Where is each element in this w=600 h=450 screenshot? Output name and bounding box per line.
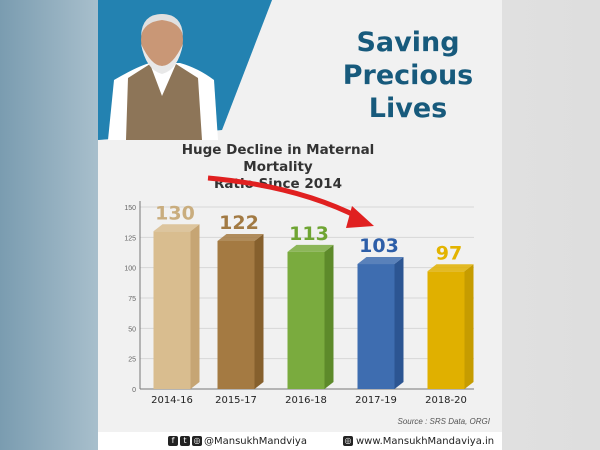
- bar-top: [153, 224, 200, 232]
- bar-side: [254, 233, 264, 389]
- data-label: 113: [289, 223, 329, 245]
- bar: [427, 271, 465, 389]
- y-tick-label: 25: [128, 357, 136, 364]
- trend-arrow: [207, 175, 362, 221]
- website-link[interactable]: ◎ www.MansukhMandaviya.in: [342, 435, 495, 447]
- x-tick-label: 2018-20: [425, 395, 467, 406]
- y-tick-label: 50: [128, 326, 136, 333]
- social-links: f t ◎ @MansukhMandviya: [168, 436, 307, 447]
- x-tick-label: 2017-19: [355, 395, 397, 406]
- data-label: 130: [155, 202, 195, 224]
- y-tick-label: 125: [124, 235, 136, 242]
- data-label: 97: [436, 242, 462, 264]
- facebook-icon[interactable]: f: [168, 436, 178, 446]
- title-line-2: Precious Lives: [342, 60, 474, 124]
- bar-top: [357, 257, 404, 265]
- bar-side: [464, 264, 474, 389]
- chart-title: Huge Decline in Maternal Mortality Ratio…: [148, 142, 408, 193]
- footer: f t ◎ @MansukhMandviya ◎ www.MansukhMand…: [98, 432, 502, 450]
- chart-title-line-1: Huge Decline in Maternal Mortality: [181, 142, 375, 175]
- bar-chart: 0 25 50 75 100 125 150 130 2014-16 122 2015-17 113 2…: [124, 175, 491, 426]
- y-tick-label: 0: [132, 387, 136, 394]
- bar: [153, 231, 191, 389]
- bar-side: [190, 224, 200, 389]
- twitter-icon[interactable]: t: [180, 436, 190, 446]
- trend-arrow-head: [346, 206, 374, 228]
- x-tick-label: 2015-17: [215, 395, 257, 406]
- page-title: Saving Precious Lives: [318, 26, 498, 125]
- bar-side: [324, 244, 334, 389]
- y-tick-label: 100: [124, 266, 136, 273]
- source-note: Source : SRS Data, ORGI: [398, 417, 491, 426]
- bar-top: [287, 244, 334, 252]
- website-text[interactable]: www.MansukhMandaviya.in: [355, 435, 495, 447]
- instagram-icon[interactable]: ◎: [192, 436, 202, 446]
- bar-top: [217, 233, 264, 241]
- bar: [287, 251, 325, 389]
- infographic-card: Saving Precious Lives Huge Decline in Ma…: [98, 0, 502, 450]
- portrait-image: [108, 14, 218, 140]
- x-tick-label: 2014-16: [151, 395, 193, 406]
- bar-top: [427, 264, 474, 272]
- chart-title-line-2: Ratio Since 2014: [214, 176, 342, 192]
- bar: [357, 264, 395, 389]
- bar: [217, 240, 255, 389]
- social-handle[interactable]: @MansukhMandviya: [204, 435, 307, 447]
- title-line-1: Saving: [356, 27, 460, 58]
- x-tick-label: 2016-18: [285, 395, 327, 406]
- data-label: 122: [219, 212, 259, 234]
- y-tick-label: 150: [124, 205, 136, 212]
- bar-side: [394, 257, 404, 389]
- globe-icon: ◎: [342, 436, 353, 446]
- y-tick-label: 75: [128, 296, 136, 303]
- data-label: 103: [359, 235, 399, 257]
